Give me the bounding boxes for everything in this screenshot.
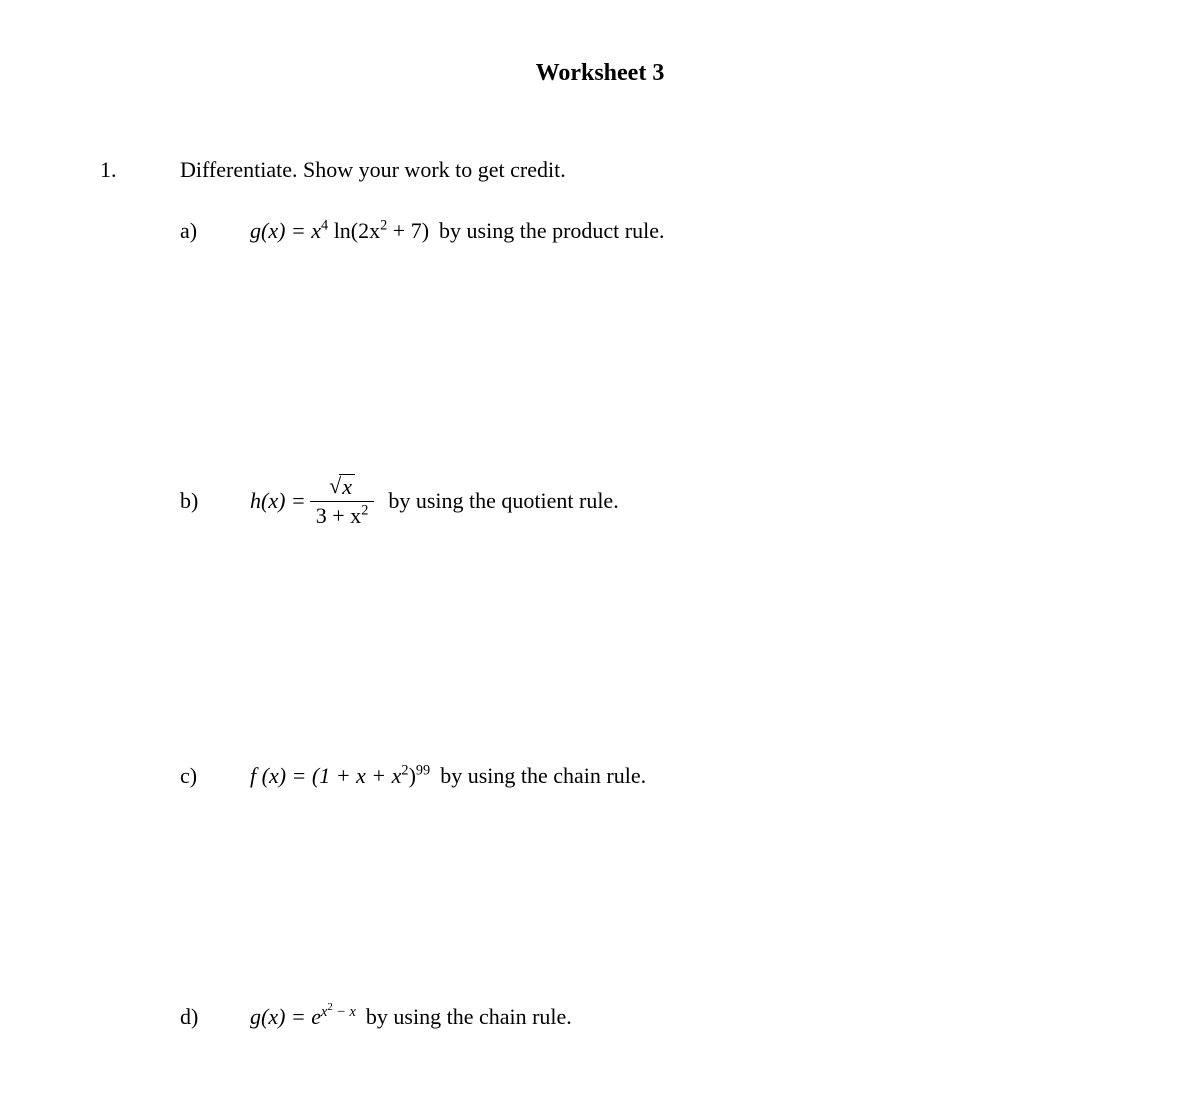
b-denominator: 3 + x2 bbox=[310, 501, 375, 528]
subpart-a-content: g(x) = x4 ln(2x2 + 7) by using the produ… bbox=[250, 218, 665, 244]
subpart-a-hint: by using the product rule. bbox=[439, 218, 664, 244]
worksheet-title: Worksheet 3 bbox=[100, 60, 1100, 87]
b-numerator: √ x bbox=[323, 474, 361, 501]
subpart-c-expression: f (x) = (1 + x + x2)99 bbox=[250, 763, 430, 789]
a-lhs: g(x) = x bbox=[250, 218, 321, 243]
c-outer-exp: 99 bbox=[416, 763, 430, 779]
b-den-exp: 2 bbox=[361, 503, 368, 519]
b-den-pre: 3 + x bbox=[316, 503, 361, 528]
d-exp-tail: − x bbox=[333, 1004, 356, 1020]
b-sqrt-body: x bbox=[339, 474, 355, 499]
subpart-c-content: f (x) = (1 + x + x2)99 by using the chai… bbox=[250, 763, 646, 789]
c-lhs: f (x) = (1 + x + x bbox=[250, 763, 401, 788]
subpart-b-lhs: h(x) = bbox=[250, 488, 306, 514]
b-sqrt: √ x bbox=[329, 474, 355, 499]
subpart-b-fraction: √ x 3 + x2 bbox=[310, 474, 375, 528]
worksheet-page: Worksheet 3 1. Differentiate. Show your … bbox=[0, 0, 1200, 1070]
subpart-a: a) g(x) = x4 ln(2x2 + 7) by using the pr… bbox=[180, 218, 1100, 244]
subpart-d-content: g(x) = ex2 − x by using the chain rule. bbox=[250, 1004, 572, 1030]
a-mid: ln(2x bbox=[328, 218, 380, 243]
problem-number: 1. bbox=[100, 157, 180, 183]
subpart-d-hint: by using the chain rule. bbox=[366, 1004, 572, 1030]
a-tail: + 7) bbox=[387, 218, 429, 243]
subpart-c-hint: by using the chain rule. bbox=[440, 763, 646, 789]
subpart-b-content: h(x) = √ x 3 + x2 by using the quotient … bbox=[250, 474, 619, 528]
subpart-a-expression: g(x) = x4 ln(2x2 + 7) bbox=[250, 218, 429, 244]
subpart-b-hint: by using the quotient rule. bbox=[388, 488, 618, 514]
subpart-d-expression: g(x) = ex2 − x bbox=[250, 1004, 356, 1030]
subpart-a-label: a) bbox=[180, 218, 250, 244]
c-after-paren: ) bbox=[409, 763, 416, 788]
subpart-c-label: c) bbox=[180, 763, 250, 789]
problem-instruction: Differentiate. Show your work to get cre… bbox=[180, 157, 566, 183]
subpart-d-label: d) bbox=[180, 1004, 250, 1030]
subpart-d: d) g(x) = ex2 − x by using the chain rul… bbox=[180, 1004, 1100, 1030]
problem-1-heading: 1. Differentiate. Show your work to get … bbox=[100, 157, 1100, 183]
subpart-b-label: b) bbox=[180, 488, 250, 514]
d-exp: x2 − x bbox=[321, 1004, 356, 1020]
subpart-c: c) f (x) = (1 + x + x2)99 by using the c… bbox=[180, 763, 1100, 789]
subpart-b: b) h(x) = √ x 3 + x2 by using the quotie… bbox=[180, 474, 1100, 528]
d-lhs: g(x) = e bbox=[250, 1004, 321, 1029]
c-inner-exp: 2 bbox=[401, 763, 408, 779]
